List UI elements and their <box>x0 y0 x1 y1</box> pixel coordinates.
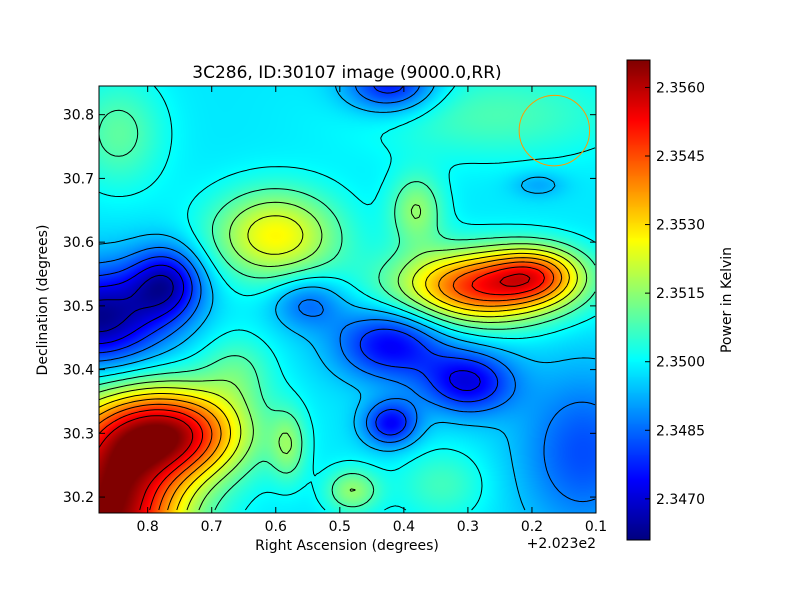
x-tick-label: 0.3 <box>457 519 479 535</box>
y-tick-label: 30.4 <box>63 363 94 379</box>
x-axis: 0.8 0.7 0.6 0.5 0.4 0.3 0.2 0.1 <box>137 86 607 535</box>
y-tick-label: 30.7 <box>63 171 94 187</box>
colorbar-tick-label: 2.3560 <box>656 80 705 96</box>
x-tick-label: 0.5 <box>329 519 351 535</box>
x-tick-label: 0.7 <box>201 519 223 535</box>
colorbar-label: Power in Kelvin <box>719 247 735 353</box>
x-tick-label: 0.6 <box>265 519 287 535</box>
colorbar-tick-label: 2.3545 <box>656 149 705 165</box>
colorbar-tick-label: 2.3515 <box>656 286 705 302</box>
chart-title: 3C286, ID:30107 image (9000.0,RR) <box>192 63 501 83</box>
x-tick-label: 0.8 <box>137 519 159 535</box>
heatmap-plot <box>99 86 596 513</box>
x-tick-label: 0.1 <box>585 519 607 535</box>
colorbar-frame <box>626 59 651 541</box>
x-tick-label: 0.2 <box>521 519 543 535</box>
x-offset-label: +2.023e2 <box>527 536 596 552</box>
y-tick-label: 30.6 <box>63 235 94 251</box>
x-axis-label: Right Ascension (degrees) <box>255 538 439 554</box>
colorbar-tick-label: 2.3485 <box>656 423 705 439</box>
y-tick-label: 30.2 <box>63 490 94 506</box>
y-tick-label: 30.5 <box>63 299 94 315</box>
colorbar-tick-label: 2.3470 <box>656 492 705 508</box>
x-tick-label: 0.4 <box>393 519 415 535</box>
y-tick-label: 30.3 <box>63 426 94 442</box>
y-axis-label: Declination (degrees) <box>35 225 51 376</box>
beam-circle <box>518 94 591 167</box>
colorbar-ticks: 2.3470 2.3485 2.3500 2.3515 2.3530 2.3545 2.35… <box>645 80 705 508</box>
plot-frame <box>98 85 597 514</box>
contour-path <box>98 85 596 511</box>
colorbar: 2.3470 2.3485 2.3500 2.3515 2.3530 2.3545 2.35… <box>626 59 735 541</box>
colorbar-tick-label: 2.3500 <box>656 355 705 371</box>
y-axis: 30.2 30.3 30.4 30.5 30.6 30.7 30.8 <box>63 108 596 506</box>
contour-lines <box>98 85 596 511</box>
colorbar-tick-label: 2.3530 <box>656 218 705 234</box>
y-tick-label: 30.8 <box>63 108 94 124</box>
